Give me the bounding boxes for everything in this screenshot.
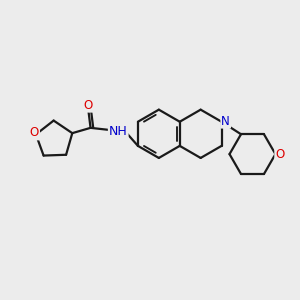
Text: O: O xyxy=(275,148,284,160)
Text: O: O xyxy=(30,126,39,140)
Text: NH: NH xyxy=(109,125,128,138)
Text: O: O xyxy=(84,99,93,112)
Text: N: N xyxy=(221,115,230,128)
